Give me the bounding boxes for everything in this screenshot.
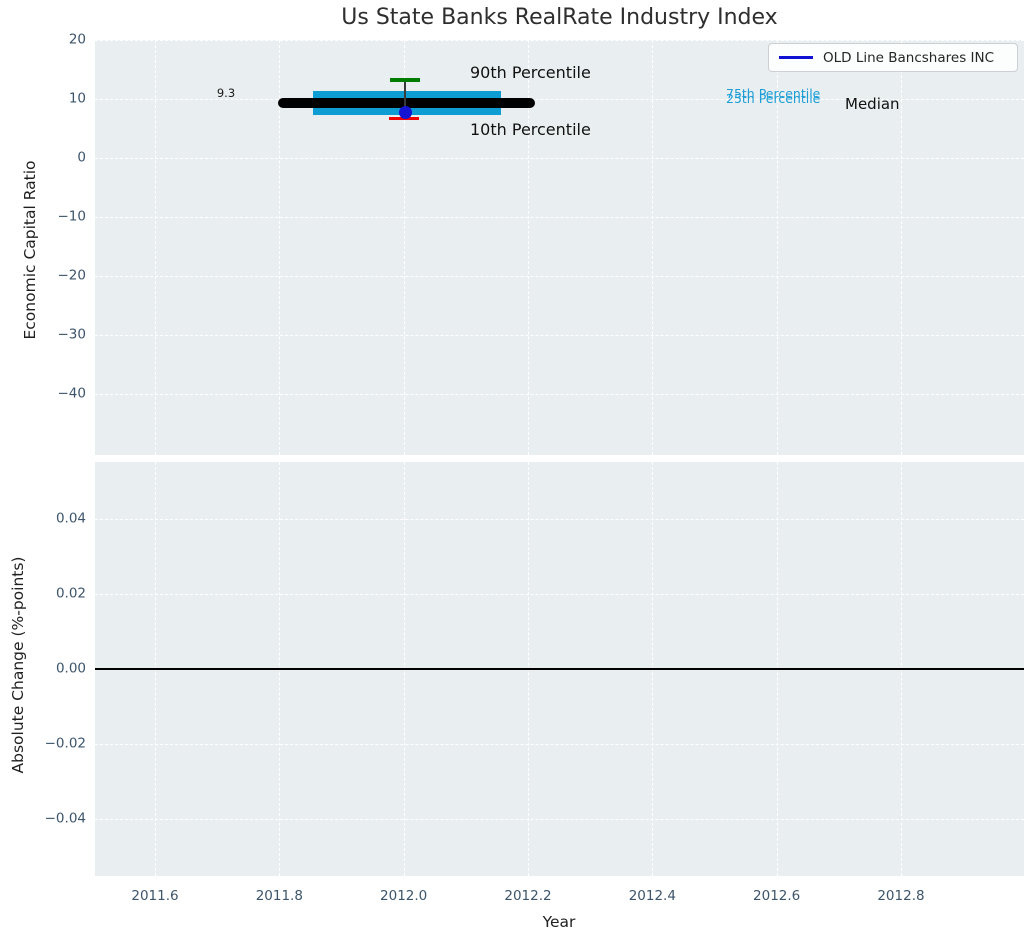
bottom-y-tick-label: 0.02 — [55, 584, 86, 601]
bottom-y-tick-label: 0.00 — [55, 659, 86, 676]
x-tick-label: 2012.6 — [753, 888, 801, 904]
p10-annotation: 10th Percentile — [470, 120, 591, 139]
legend-line-swatch — [779, 56, 813, 59]
legend: OLD Line Bancshares INC — [768, 43, 1018, 72]
gridline — [95, 40, 1024, 41]
gridline — [155, 40, 156, 455]
gridline — [95, 518, 1024, 520]
top-y-tick-label: −10 — [57, 208, 87, 225]
bottom-y-tick-label: 0.04 — [55, 509, 86, 526]
top-y-tick-label: 20 — [68, 31, 86, 48]
p75-annotation: 75th Percentile — [726, 86, 821, 101]
top-plot-area: 9.3 90th Percentile 10th Percentile 75th… — [95, 40, 1024, 455]
x-tick-label: 2012.2 — [504, 888, 552, 904]
gridline — [95, 818, 1024, 820]
top-y-tick-label: −20 — [57, 267, 87, 284]
top-y-tick-label: −40 — [57, 385, 87, 402]
gridline — [652, 40, 654, 455]
p25-annotation: 25th Percentile — [726, 90, 821, 106]
median-line — [278, 97, 535, 108]
median-annotation: Median — [845, 95, 900, 113]
x-tick-label: 2012.0 — [380, 888, 428, 904]
bottom-y-axis-label: Absolute Change (%-points) — [9, 556, 27, 774]
x-tick-label: 2012.8 — [877, 888, 925, 904]
x-axis-label: Year — [542, 913, 576, 931]
x-tick-label: 2011.6 — [131, 888, 179, 904]
gridline — [279, 40, 281, 455]
gridline — [95, 217, 1024, 218]
top-y-tick-label: −30 — [57, 326, 87, 343]
legend-label: OLD Line Bancshares INC — [823, 49, 995, 66]
percentile-whisker-line — [404, 79, 406, 118]
zero-reference-line — [95, 667, 1024, 670]
gridline — [95, 743, 1024, 745]
p90-annotation: 90th Percentile — [470, 63, 591, 82]
bottom-y-tick-label: −0.04 — [44, 809, 86, 826]
gridline — [403, 40, 405, 455]
chart-title: Us State Banks RealRate Industry Index — [341, 5, 778, 30]
gridline — [527, 40, 529, 455]
gridline — [95, 335, 1024, 336]
gridline — [95, 276, 1024, 277]
company-data-point — [398, 105, 412, 119]
gridline — [900, 40, 902, 455]
p90-cap-marker — [390, 78, 420, 82]
x-tick-label: 2012.4 — [628, 888, 676, 904]
bottom-y-tick-label: −0.02 — [44, 734, 86, 751]
x-tick-label: 2011.8 — [255, 888, 303, 904]
gridline — [776, 40, 778, 455]
bottom-plot-area — [95, 462, 1024, 876]
median-value-annotation: 9.3 — [216, 86, 236, 100]
top-y-tick-label: 0 — [77, 149, 86, 166]
gridline — [95, 158, 1024, 159]
gridline — [95, 394, 1024, 395]
gridline — [95, 593, 1024, 595]
top-y-axis-label: Economic Capital Ratio — [21, 160, 39, 340]
top-y-tick-label: 10 — [68, 90, 86, 107]
gridline — [95, 99, 1024, 100]
